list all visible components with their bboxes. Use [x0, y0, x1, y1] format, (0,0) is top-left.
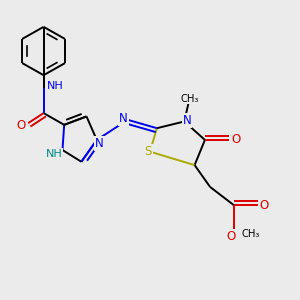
Text: N: N — [183, 114, 191, 127]
Text: N: N — [95, 137, 104, 150]
Text: CH₃: CH₃ — [242, 229, 260, 239]
Text: O: O — [226, 230, 235, 243]
Text: O: O — [260, 199, 269, 212]
Text: NH: NH — [47, 81, 64, 91]
Text: O: O — [231, 134, 240, 146]
Text: S: S — [145, 145, 152, 158]
Text: O: O — [16, 119, 25, 132]
Text: N: N — [119, 112, 128, 124]
Text: CH₃: CH₃ — [180, 94, 199, 104]
Text: NH: NH — [46, 149, 62, 159]
